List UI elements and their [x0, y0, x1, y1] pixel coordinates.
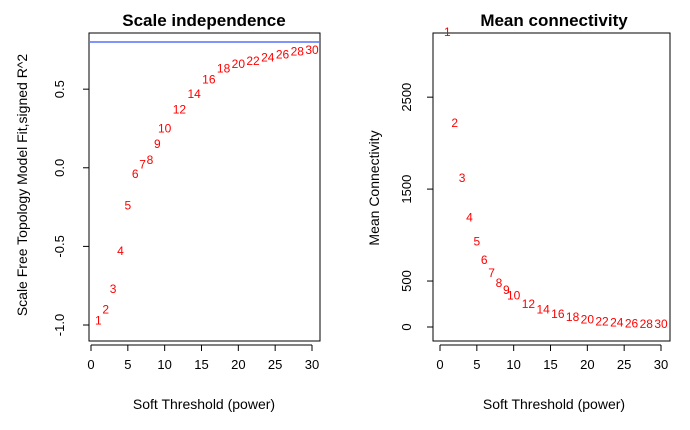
- data-point: 22: [595, 314, 609, 328]
- y-axis: -1.0 -0.5 0.0 0.5: [52, 80, 90, 336]
- data-point: 28: [291, 44, 305, 58]
- y-tick-label: -1.0: [52, 314, 67, 336]
- x-tick-label: 10: [157, 357, 171, 372]
- data-point: 30: [654, 317, 668, 331]
- data-point: 12: [173, 103, 187, 117]
- data-point: 1: [444, 25, 451, 39]
- x-tick-label: 30: [654, 357, 668, 372]
- data-point: 5: [473, 235, 480, 249]
- chart-title: Scale independence: [122, 11, 285, 30]
- y-axis-label: Mean Connectivity: [366, 130, 382, 245]
- x-axis: 0 5 10 15 20 25 30: [436, 344, 668, 372]
- x-tick-label: 20: [580, 357, 594, 372]
- data-point: 9: [503, 283, 510, 297]
- data-point: 3: [110, 282, 117, 296]
- data-point: 7: [488, 266, 495, 280]
- x-tick-label: 0: [87, 357, 94, 372]
- data-point: 6: [132, 167, 139, 181]
- y-tick-label: 2500: [399, 83, 414, 112]
- x-tick-label: 25: [617, 357, 631, 372]
- x-axis: 0 5 10 15 20 25 30: [87, 344, 319, 372]
- plot-frame: [432, 32, 671, 342]
- x-axis-label: Soft Threshold (power): [133, 396, 275, 412]
- data-point: 26: [276, 48, 290, 62]
- data-point: 26: [625, 316, 639, 330]
- x-axis-label: Soft Threshold (power): [483, 396, 625, 412]
- chart-title: Mean connectivity: [480, 11, 628, 30]
- data-point: 7: [139, 158, 146, 172]
- data-point: 5: [124, 199, 131, 213]
- x-tick-label: 10: [506, 357, 520, 372]
- x-tick-label: 15: [543, 357, 557, 372]
- mean-connectivity-panel: Mean connectivity Soft Threshold (power)…: [366, 11, 671, 412]
- y-axis: 0 500 1500 2500: [399, 83, 434, 331]
- data-point: 2: [451, 116, 458, 130]
- data-point: 10: [507, 289, 521, 303]
- x-tick-label: 5: [124, 357, 131, 372]
- y-tick-label: 0.5: [52, 80, 67, 98]
- y-tick-label: 0: [399, 323, 414, 330]
- data-point: 14: [536, 303, 550, 317]
- y-tick-label: 1500: [399, 175, 414, 204]
- x-tick-label: 20: [231, 357, 245, 372]
- data-point: 22: [246, 54, 260, 68]
- data-point: 2: [102, 302, 109, 316]
- data-point: 1: [95, 313, 102, 327]
- data-point: 12: [522, 297, 536, 311]
- data-point: 24: [261, 51, 275, 65]
- scale-independence-panel: Scale independence Soft Threshold (power…: [14, 11, 321, 412]
- y-axis-label: Scale Free Topology Model Fit,signed R^2: [14, 54, 30, 317]
- data-point: 16: [202, 73, 216, 87]
- y-tick-label: 500: [399, 270, 414, 292]
- data-point: 14: [187, 87, 201, 101]
- data-point: 10: [158, 121, 172, 135]
- y-tick-label: 0.0: [52, 159, 67, 177]
- data-point: 28: [640, 317, 654, 331]
- data-point: 18: [217, 62, 231, 76]
- x-tick-label: 25: [268, 357, 282, 372]
- x-tick-label: 30: [305, 357, 319, 372]
- data-point: 16: [551, 307, 565, 321]
- data-point: 24: [610, 315, 624, 329]
- data-point: 4: [117, 244, 124, 258]
- data-point: 9: [154, 137, 161, 151]
- data-point: 18: [566, 310, 580, 324]
- data-point: 3: [459, 171, 466, 185]
- data-point: 8: [147, 153, 154, 167]
- data-point: 20: [581, 313, 595, 327]
- y-tick-label: -0.5: [52, 235, 67, 257]
- data-point: 20: [232, 57, 246, 71]
- data-point: 30: [305, 43, 319, 57]
- x-tick-label: 0: [436, 357, 443, 372]
- data-point: 8: [496, 276, 503, 290]
- x-tick-label: 15: [194, 357, 208, 372]
- x-tick-label: 5: [473, 357, 480, 372]
- data-point: 4: [466, 211, 473, 225]
- data-point: 6: [481, 253, 488, 267]
